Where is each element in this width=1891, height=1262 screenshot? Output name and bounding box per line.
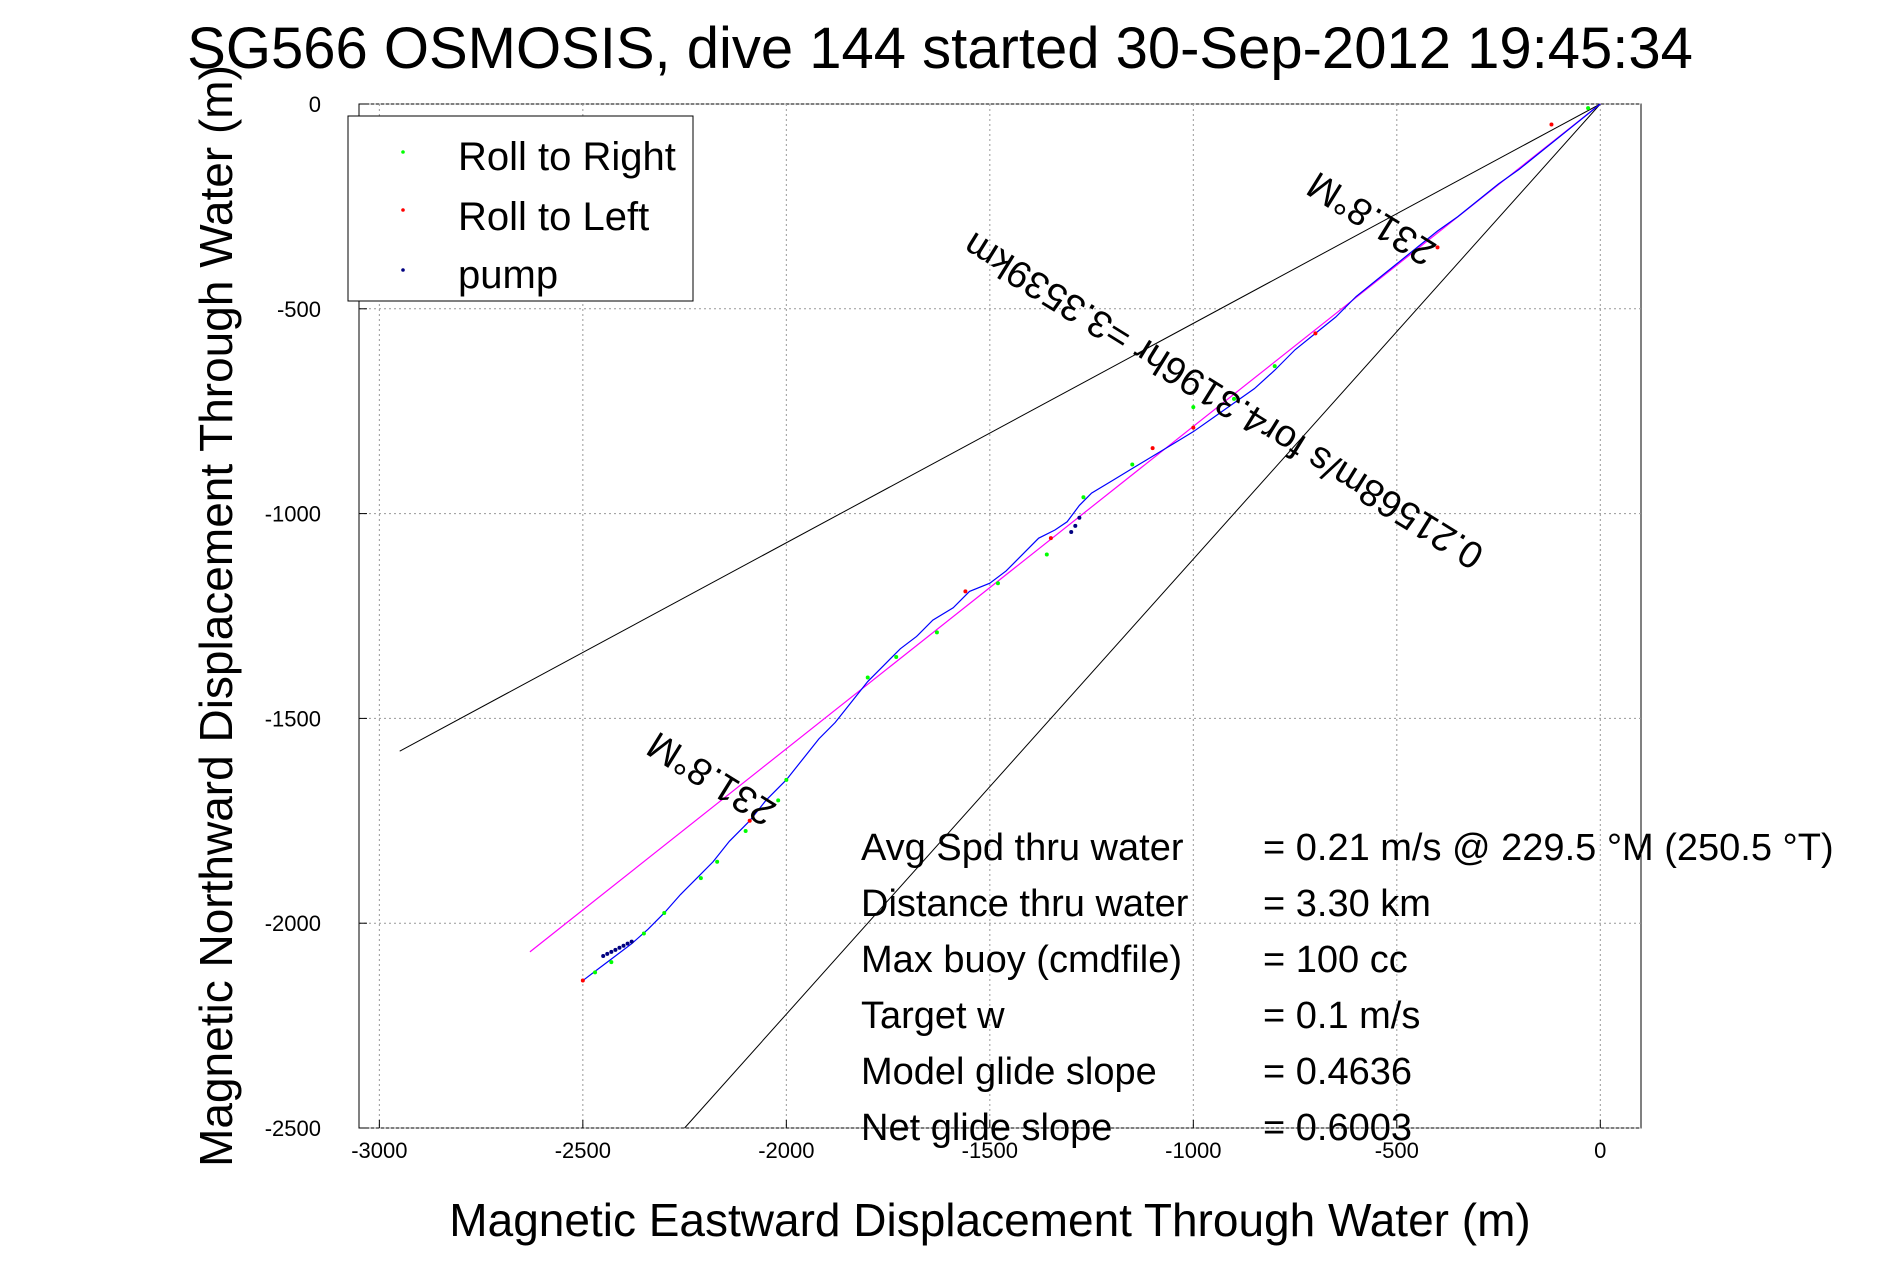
stats-block: Avg Spd thru water = 0.21 m/s @ 229.5 °M… — [861, 827, 1834, 1149]
legend-label-roll-left: Roll to Left — [458, 195, 649, 239]
pump-point — [1077, 515, 1082, 520]
roll-left-point — [963, 589, 968, 594]
roll-right-point — [894, 654, 899, 659]
roll-right-point — [593, 970, 598, 975]
stat-label-avg-speed: Avg Spd thru water — [861, 827, 1184, 869]
stat-label-distance: Distance thru water — [861, 883, 1189, 925]
roll-left-point — [747, 818, 752, 823]
cone-line-1 — [399, 103, 1601, 752]
roll-right-point — [1272, 364, 1277, 369]
y-tick-label: -2000 — [265, 911, 321, 936]
roll-right-point — [784, 777, 789, 782]
roll-left-point — [1435, 245, 1440, 250]
stat-value-avg-speed: = 0.21 m/s @ 229.5 °M (250.5 °T) — [1263, 827, 1834, 869]
roll-right-point — [1191, 405, 1196, 410]
legend-label-pump: pump — [458, 253, 558, 297]
pump-point — [1073, 523, 1078, 528]
roll-right-point — [641, 931, 646, 936]
legend-marker-pump — [401, 268, 405, 272]
roll-right-point — [1081, 495, 1086, 500]
plot-lines — [399, 103, 1601, 1129]
legend-label-roll-right: Roll to Right — [458, 135, 676, 179]
legend-marker-roll-left — [401, 208, 405, 212]
pump-point — [1069, 530, 1074, 535]
roll-right-point — [662, 910, 667, 915]
y-axis-ticks: 0 -500 -1000 -1500 -2000 -2500 — [265, 92, 367, 1141]
plot-points — [580, 106, 1591, 983]
y-tick-label: -1000 — [265, 502, 321, 527]
y-axis-label: Magnetic Northward Displacement Through … — [190, 65, 242, 1167]
x-tick-label: -3000 — [351, 1138, 407, 1163]
stat-value-net-glide: = 0.6003 — [1263, 1107, 1412, 1149]
x-tick-label: -1000 — [1165, 1138, 1221, 1163]
pump-point — [609, 949, 614, 954]
heading-line — [529, 103, 1601, 953]
stat-label-max-buoy: Max buoy (cmdfile) — [861, 939, 1182, 981]
stat-label-model-glide: Model glide slope — [861, 1051, 1157, 1093]
pump-point — [617, 945, 622, 950]
pump-point — [605, 951, 610, 956]
roll-left-point — [1150, 446, 1155, 451]
roll-right-point — [1044, 552, 1049, 557]
stat-value-distance: = 3.30 km — [1263, 883, 1431, 925]
chart-title: SG566 OSMOSIS, dive 144 started 30-Sep-2… — [187, 16, 1693, 81]
stat-value-target-w: = 0.1 m/s — [1263, 995, 1420, 1037]
roll-right-point — [995, 581, 1000, 586]
y-tick-label: 0 — [309, 92, 321, 117]
stat-label-target-w: Target w — [861, 995, 1005, 1037]
pump-point — [621, 943, 626, 948]
y-tick-label: -2500 — [265, 1116, 321, 1141]
stat-value-max-buoy: = 100 cc — [1263, 939, 1408, 981]
roll-right-point — [1232, 396, 1237, 401]
roll-left-point — [1191, 425, 1196, 430]
x-tick-label: -2500 — [555, 1138, 611, 1163]
pump-point — [629, 939, 634, 944]
stat-value-model-glide: = 0.4636 — [1263, 1051, 1412, 1093]
pump-point — [625, 941, 630, 946]
legend-marker-roll-right — [401, 150, 405, 154]
roll-right-point — [698, 876, 703, 881]
roll-right-point — [865, 675, 870, 680]
roll-right-point — [1130, 462, 1135, 467]
legend-box — [347, 115, 694, 302]
pump-point — [613, 947, 618, 952]
x-axis-label: Magnetic Eastward Displacement Through W… — [449, 1194, 1530, 1246]
pump-point — [601, 953, 606, 958]
roll-right-point — [776, 798, 781, 803]
roll-left-point — [1048, 536, 1053, 541]
track-line — [582, 103, 1601, 982]
x-tick-label: -1500 — [962, 1138, 1018, 1163]
x-tick-label: -2000 — [758, 1138, 814, 1163]
x-axis-ticks: -3000 -2500 -2000 -1500 -1000 -500 0 — [351, 1120, 1606, 1163]
x-tick-label: 0 — [1594, 1138, 1606, 1163]
roll-right-point — [743, 829, 748, 834]
x-tick-label: -500 — [1375, 1138, 1419, 1163]
legend: Roll to Right Roll to Left pump — [347, 115, 694, 302]
y-tick-label: -500 — [277, 297, 321, 322]
cone-line-2 — [684, 103, 1601, 1129]
stat-label-net-glide: Net glide slope — [861, 1107, 1112, 1149]
y-tick-label: -1500 — [265, 706, 321, 731]
roll-right-point — [715, 859, 720, 864]
roll-right-point — [934, 630, 939, 635]
roll-left-point — [1549, 122, 1554, 127]
roll-right-point — [1586, 106, 1591, 111]
roll-left-point — [1313, 331, 1318, 336]
roll-left-point — [580, 978, 585, 983]
roll-right-point — [609, 960, 614, 965]
